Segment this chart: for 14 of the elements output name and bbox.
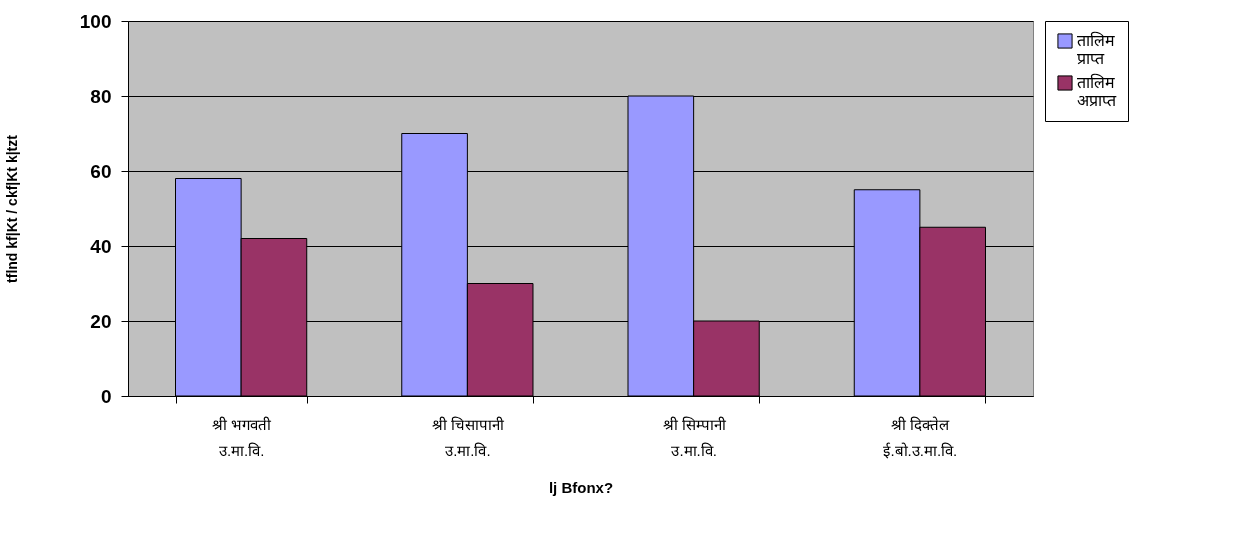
y-tick-label: 40	[90, 235, 112, 257]
x-tick-label: श्री भगवती उ.मा.वि.	[212, 415, 273, 459]
legend-label: तालिम अप्राप्त	[1077, 73, 1117, 109]
y-axis-title: tflnd kf|Kt / ckf|Kt k|tzt	[3, 134, 20, 283]
x-tick-label: श्री चिसापानी उ.मा.वि.	[431, 415, 505, 459]
legend-label: तालिम प्राप्त	[1077, 31, 1115, 67]
y-tick-label: 20	[90, 310, 112, 332]
y-tick-label: 60	[90, 160, 112, 182]
x-tick-label: श्री सिम्पानी उ.मा.वि.	[662, 415, 727, 459]
x-axis-title: lj Bfonx?	[548, 478, 614, 496]
x-tick-label: श्री दिक्तेल ई.बो.उ.मा.वि.	[883, 415, 958, 459]
y-tick-label: 80	[90, 85, 112, 107]
y-tick-label: 0	[100, 385, 112, 407]
y-tick-label: 100	[79, 10, 112, 32]
